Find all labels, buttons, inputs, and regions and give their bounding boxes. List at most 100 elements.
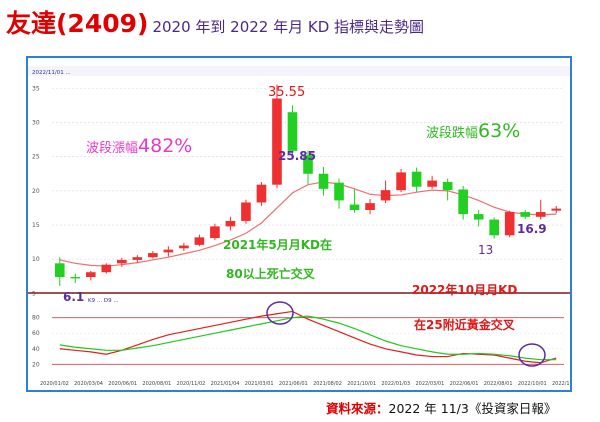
candlestick: [473, 209, 484, 227]
price-y-tick-label: 10: [32, 256, 40, 263]
candle-body: [225, 220, 236, 227]
annot-low-price: 13: [478, 243, 493, 257]
title-subtitle: 2020 年到 2022 年月 KD 指標與走勢圖: [152, 18, 425, 36]
candle-body: [241, 202, 251, 221]
x-tick-label: 2022/01/03: [381, 381, 410, 387]
candlestick: [179, 242, 189, 252]
candle-body: [210, 226, 220, 239]
annot-rise-label: 波段漲幅: [86, 141, 138, 156]
candlestick: [241, 199, 251, 224]
candle-body: [163, 249, 174, 253]
annot-start-price: 6.1: [63, 290, 84, 304]
source-label: 資料來源：: [326, 401, 389, 416]
candle-body: [489, 219, 499, 236]
candlestick: [318, 166, 329, 196]
candle-body: [132, 257, 143, 260]
x-tick-label: 2022/11/01: [552, 381, 570, 387]
x-tick-label: 2022/06/01: [450, 381, 479, 387]
x-tick-label: 2021/01/04: [211, 381, 240, 387]
x-tick-label: 2020/08/01: [142, 381, 171, 387]
candlestick: [520, 209, 531, 219]
price-header-text: 2022/11/01 ...: [32, 70, 71, 76]
kd-y-tick-label: 20: [32, 361, 40, 368]
candlestick: [303, 150, 313, 184]
candlestick: [349, 188, 360, 213]
kd-series-d9: [59, 315, 557, 361]
price-header-bar: [28, 66, 570, 76]
candle-body: [504, 212, 515, 236]
candlestick: [458, 186, 468, 220]
candle-body: [318, 173, 329, 189]
x-tick-label: 2022/08/01: [484, 381, 513, 387]
price-y-tick-label: 35: [32, 85, 40, 92]
candlestick: [334, 178, 344, 209]
annot-fall-pct: 63%: [478, 120, 520, 142]
candlestick: [210, 223, 220, 241]
price-y-tick-label: 5: [32, 290, 36, 297]
stock-chart: 2022/11/01 ... 5 10 15 20 25 30 35 K9 ... D9 .…: [28, 66, 570, 387]
candlestick: [427, 175, 437, 189]
chart-frame: 2022/11/01 ... 5 10 15 20 25 30 35 K9 ... D9 .…: [26, 56, 572, 392]
candle-body: [334, 182, 344, 201]
kd-y-tick-label: 40: [32, 346, 40, 353]
kd-y-tick-label: 60: [32, 330, 40, 337]
candle-body: [287, 112, 298, 151]
candlestick: [163, 246, 174, 257]
candle-body: [70, 277, 81, 279]
candlestick: [194, 234, 205, 247]
candle-body: [396, 172, 406, 191]
candle-body: [54, 263, 65, 278]
price-y-tick-label: 25: [32, 154, 40, 161]
price-y-tick-label: 15: [32, 222, 40, 229]
candlestick: [85, 270, 96, 281]
candle-body: [427, 180, 437, 187]
candle-body: [473, 214, 484, 220]
candle-body: [179, 245, 189, 249]
candlestick: [287, 105, 298, 159]
x-tick-label: 2020/06/01: [108, 381, 137, 387]
candlestick: [256, 181, 267, 206]
candle-body: [535, 212, 546, 217]
x-tick-label: 2021/10/01: [347, 381, 376, 387]
price-y-tick-label: 20: [32, 188, 40, 195]
candle-body: [194, 237, 205, 245]
candle-body: [551, 208, 562, 211]
candle-body: [272, 98, 282, 185]
x-tick-label: 2021/06/01: [279, 381, 308, 387]
annot-fall-label: 波段跌幅: [426, 125, 478, 141]
candlestick: [504, 210, 515, 238]
candlestick: [132, 255, 143, 263]
annot-high-price: 35.55: [268, 85, 305, 100]
candlestick: [54, 257, 65, 286]
dead-cross-circle: [266, 301, 294, 325]
golden-cross-circle: [518, 343, 546, 367]
candle-body: [411, 171, 422, 187]
annot-last-price: 16.9: [517, 222, 547, 236]
candle-body: [520, 212, 531, 217]
candlestick: [489, 217, 499, 239]
candle-body: [101, 264, 112, 273]
candle-body: [148, 253, 158, 258]
candle-body: [256, 184, 267, 203]
annot-rise-pct: 482%: [138, 135, 192, 157]
kd-header-text: K9 ... D9 ...: [88, 298, 119, 304]
candlestick: [272, 84, 282, 189]
candlestick: [535, 199, 546, 220]
candlestick: [411, 167, 422, 193]
x-tick-label: 2022/10/01: [518, 381, 547, 387]
candle-body: [303, 155, 313, 174]
candlestick: [101, 263, 112, 274]
x-tick-label: 2020/11/02: [177, 381, 206, 387]
title-main: 友達(2409): [6, 9, 149, 38]
candle-body: [349, 204, 360, 210]
annot-second-price: 25.85: [278, 149, 316, 163]
candlestick: [148, 251, 158, 259]
annot-rise-text: 波段漲幅482%: [86, 135, 192, 157]
x-tick-label: 2020/01/02: [40, 381, 69, 387]
candlestick: [365, 199, 375, 215]
kd-y-tick-label: 80: [32, 315, 40, 322]
candlestick: [442, 178, 453, 201]
candlestick: [380, 180, 391, 204]
candle-body: [365, 203, 375, 210]
candle-body: [117, 259, 127, 264]
